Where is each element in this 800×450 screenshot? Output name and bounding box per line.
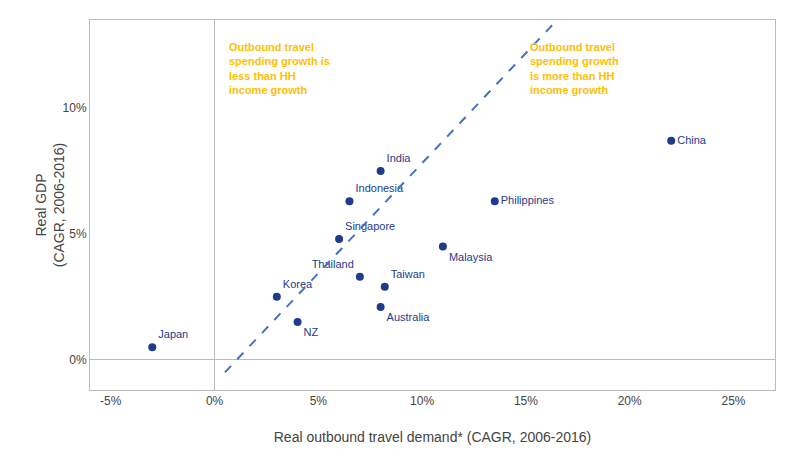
svg-text:Australia: Australia: [387, 311, 431, 323]
svg-text:-5%: -5%: [100, 394, 122, 408]
svg-text:10%: 10%: [63, 101, 87, 115]
svg-text:Real outbound travel demand* (: Real outbound travel demand* (CAGR, 2006…: [274, 429, 592, 445]
svg-text:China: China: [677, 134, 707, 146]
svg-text:Real GDP(CAGR, 2006-2016): Real GDP(CAGR, 2006-2016): [33, 143, 67, 268]
svg-text:Thailand: Thailand: [312, 258, 354, 270]
svg-text:20%: 20%: [618, 394, 642, 408]
svg-text:Indonesia: Indonesia: [355, 182, 404, 194]
svg-text:0%: 0%: [69, 353, 87, 367]
svg-text:Outbound travelspending growth: Outbound travelspending growth isless th…: [229, 41, 330, 96]
svg-text:Singapore: Singapore: [345, 220, 395, 232]
svg-text:5%: 5%: [69, 227, 87, 241]
svg-text:10%: 10%: [410, 394, 434, 408]
svg-text:Japan: Japan: [158, 328, 188, 340]
svg-text:5%: 5%: [310, 394, 328, 408]
svg-text:Outbound travelspending growth: Outbound travelspending growthis more th…: [530, 41, 619, 96]
svg-text:India: India: [387, 152, 412, 164]
svg-text:25%: 25%: [721, 394, 745, 408]
svg-text:0%: 0%: [206, 394, 224, 408]
svg-text:Korea: Korea: [283, 278, 313, 290]
svg-text:Taiwan: Taiwan: [391, 268, 425, 280]
svg-text:15%: 15%: [514, 394, 538, 408]
svg-text:NZ: NZ: [304, 326, 319, 338]
svg-text:Malaysia: Malaysia: [449, 251, 493, 263]
svg-text:Philippines: Philippines: [501, 194, 555, 206]
